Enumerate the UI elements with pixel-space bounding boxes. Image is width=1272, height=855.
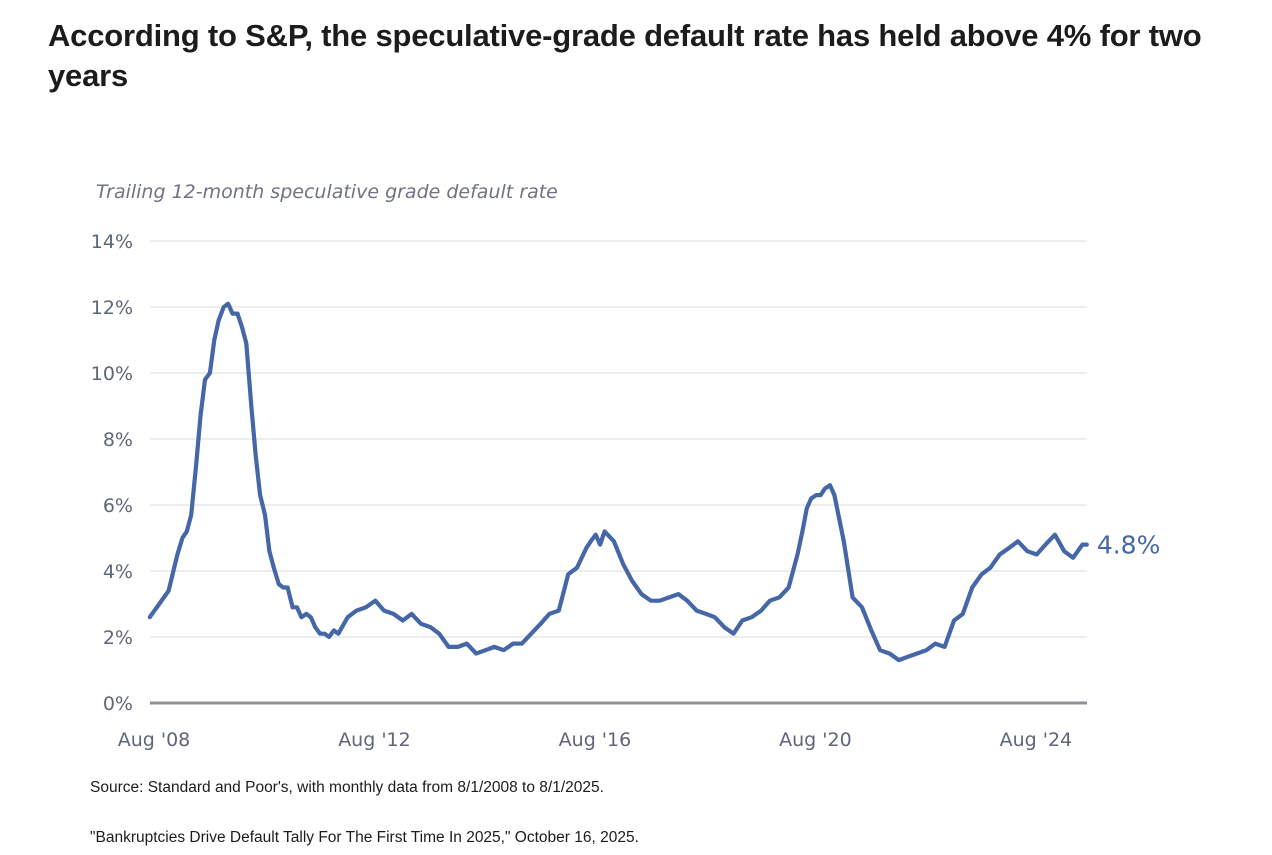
citation-note: "Bankruptcies Drive Default Tally For Th… (90, 829, 639, 846)
y-tick-label: 12% (91, 297, 133, 319)
y-axis-ticks: 0% 2% 4% 6% 8% 10% 12% 14% (91, 231, 133, 715)
chart-subtitle: Trailing 12-month speculative grade defa… (96, 181, 558, 203)
default-rate-line (147, 301, 1089, 663)
x-axis-ticks: Aug '08 Aug '12 Aug '16 Aug '20 Aug '24 (118, 729, 1072, 751)
headline: According to S&P, the speculative-grade … (48, 18, 1202, 93)
y-tick-label: 0% (103, 693, 133, 715)
series-layer (147, 301, 1089, 663)
end-value-label: 4.8% (1097, 531, 1161, 560)
y-tick-label: 2% (103, 627, 133, 649)
x-tick-label: Aug '12 (338, 729, 411, 751)
gridlines (150, 240, 1087, 705)
x-tick-label: Aug '20 (779, 729, 852, 751)
y-tick-label: 6% (103, 495, 133, 517)
x-tick-label: Aug '16 (559, 729, 632, 751)
source-note: Source: Standard and Poor's, with monthl… (90, 779, 604, 796)
default-rate-chart: Trailing 12-month speculative grade defa… (91, 181, 1161, 751)
y-tick-label: 4% (103, 561, 133, 583)
x-tick-label: Aug '08 (118, 729, 191, 751)
y-tick-label: 8% (103, 429, 133, 451)
x-tick-label: Aug '24 (1000, 729, 1073, 751)
y-tick-label: 10% (91, 363, 133, 385)
y-tick-label: 14% (91, 231, 133, 253)
